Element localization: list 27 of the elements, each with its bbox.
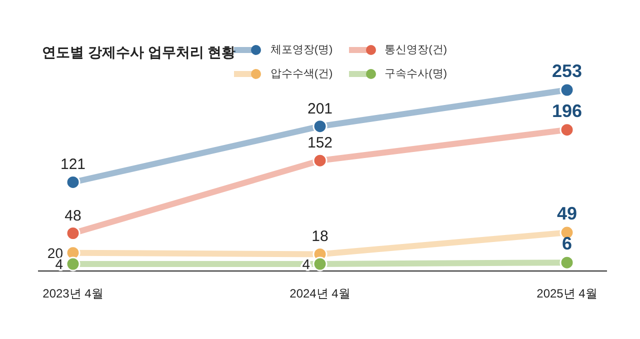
data-label: 253 — [552, 61, 582, 81]
data-label: 48 — [64, 207, 82, 224]
point — [312, 153, 328, 168]
legend-label: 체포영장(명) — [270, 43, 333, 57]
data-label: 152 — [307, 134, 333, 152]
legend-label: 압수수색(건) — [270, 67, 333, 81]
legend-label: 구속수사(명) — [384, 67, 447, 81]
data-label: 4 — [302, 256, 310, 272]
point — [66, 226, 80, 241]
point — [560, 122, 574, 138]
point — [312, 256, 328, 272]
data-label: 121 — [60, 156, 86, 174]
chart-title: 연도별 강제수사 업무처리 현황 — [42, 44, 236, 62]
point — [312, 119, 328, 134]
x-tick-label: 2024년 4월 — [290, 286, 350, 301]
point — [66, 256, 80, 272]
legend-label: 통신영장(건) — [384, 43, 447, 57]
x-tick-label: 2023년 4월 — [42, 286, 104, 301]
data-label: 18 — [312, 228, 328, 246]
data-label: 6 — [562, 234, 572, 254]
data-label: 49 — [556, 204, 578, 224]
point — [66, 174, 80, 190]
x-tick-label: 2025년 4월 — [536, 286, 598, 301]
data-label: 196 — [552, 100, 582, 121]
point — [560, 255, 574, 270]
data-label: 201 — [307, 100, 333, 118]
point — [560, 82, 574, 98]
